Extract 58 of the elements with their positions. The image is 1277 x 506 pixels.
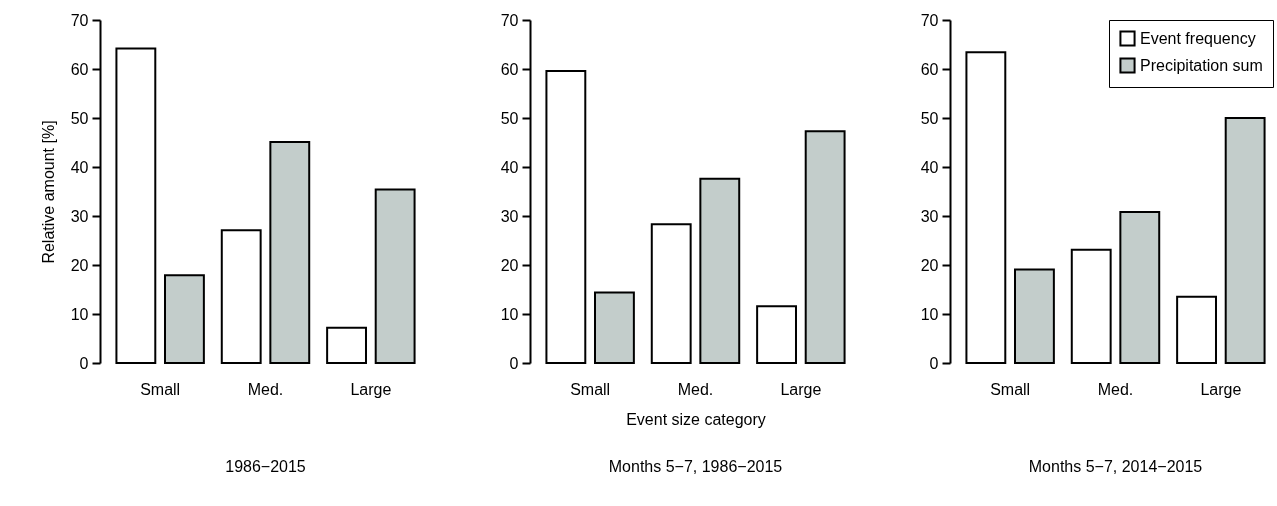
x-tick-label: Med.	[247, 380, 284, 398]
legend-label: Event frequency	[1140, 29, 1256, 47]
x-tick-label: Small	[140, 380, 181, 398]
bar	[650, 223, 692, 364]
bar	[1014, 268, 1055, 364]
y-tick-label: 10	[920, 305, 939, 323]
y-tick-label: 0	[509, 354, 519, 372]
bar	[804, 130, 846, 364]
y-tick-label: 0	[929, 354, 939, 372]
y-tick-label: 70	[70, 11, 89, 29]
bar	[594, 291, 635, 364]
y-tick-label: 60	[920, 60, 939, 78]
bar	[545, 69, 587, 364]
x-tick-label: Med.	[677, 380, 714, 398]
bar	[699, 177, 741, 364]
y-tick-label: 30	[920, 207, 939, 225]
y-tick-label: 30	[500, 207, 519, 225]
bar	[756, 305, 797, 364]
text: Months 5−7, 1986−2015	[608, 458, 783, 475]
x-tick-label: Small	[990, 380, 1031, 398]
y-tick-label: 40	[500, 158, 519, 176]
bar	[1119, 211, 1161, 364]
y-tick-label: 70	[500, 11, 519, 29]
text: 1986−2015	[225, 458, 306, 475]
y-axis-title: Relative amount [%]	[39, 120, 57, 264]
text: Months 5−7, 2014−2015	[1028, 458, 1203, 475]
y-tick-label: 40	[920, 158, 939, 176]
bar	[1224, 117, 1266, 364]
y-tick-label: 50	[70, 109, 89, 127]
x-axis-title: Event size category	[626, 410, 766, 428]
x-tick-label: Large	[1200, 380, 1242, 398]
y-tick-label: 60	[70, 60, 89, 78]
y-tick-label: 10	[70, 305, 89, 323]
y-tick-label: 30	[70, 207, 89, 225]
bar	[220, 229, 262, 364]
bar	[115, 47, 157, 364]
y-tick-label: 0	[79, 354, 89, 372]
bar	[269, 141, 311, 364]
y-tick-label: 20	[500, 256, 519, 274]
bar	[1070, 248, 1112, 364]
y-tick-label: 60	[500, 60, 519, 78]
bar	[374, 188, 416, 364]
legend-label: Precipitation sum	[1140, 56, 1263, 74]
y-tick-label: 70	[920, 11, 939, 29]
y-tick-label: 50	[920, 109, 939, 127]
bar	[164, 274, 205, 364]
x-tick-label: Med.	[1097, 380, 1134, 398]
y-tick-label: 20	[70, 256, 89, 274]
bar	[1176, 295, 1217, 364]
x-tick-label: Large	[780, 380, 822, 398]
bar	[965, 51, 1007, 364]
y-tick-label: 40	[70, 158, 89, 176]
y-tick-label: 20	[920, 256, 939, 274]
x-tick-label: Small	[570, 380, 611, 398]
x-tick-label: Large	[350, 380, 392, 398]
y-tick-label: 50	[500, 109, 519, 127]
bar	[326, 326, 367, 364]
y-tick-label: 10	[500, 305, 519, 323]
